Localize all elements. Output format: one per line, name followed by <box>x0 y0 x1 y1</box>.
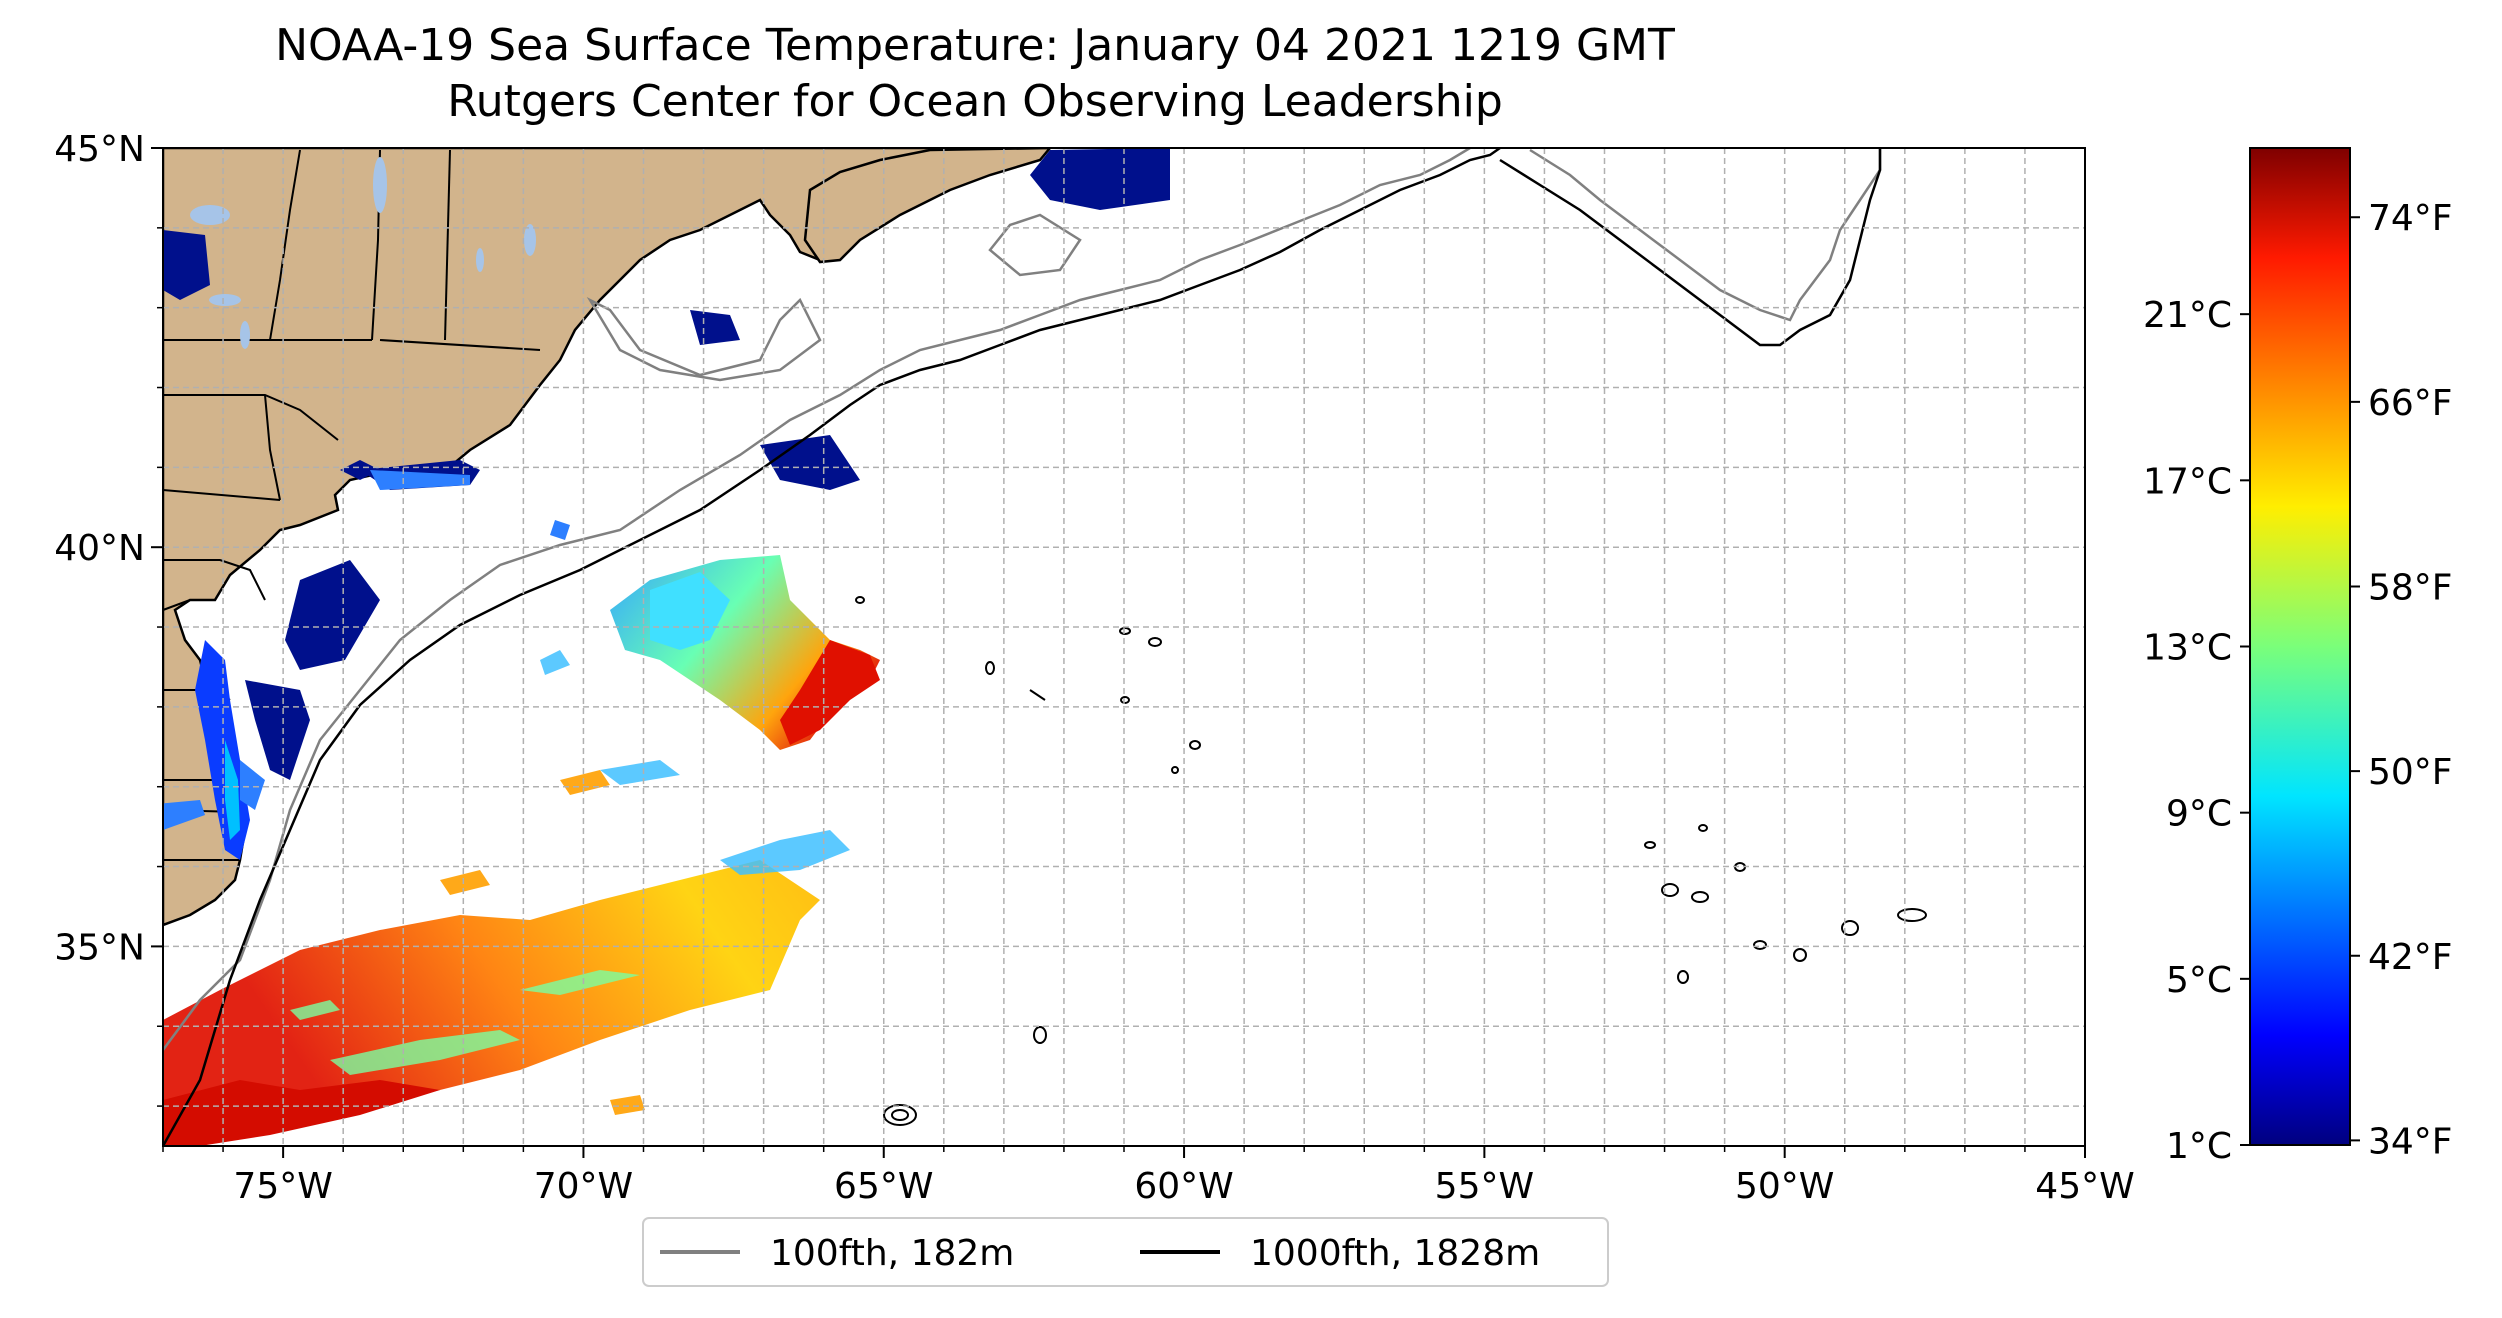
x-tick-label: 55°W <box>1435 1166 1534 1207</box>
colorbar-f-label: 42°F <box>2368 937 2453 978</box>
isobath-100fth <box>163 148 1471 1051</box>
legend: 100fth, 182m 1000fth, 1828m <box>642 1217 1609 1287</box>
x-axis-ticks: 75°W 70°W 65°W 60°W 55°W 50°W 45°W <box>162 1146 2135 1207</box>
legend-label-100fth: 100fth, 182m <box>770 1233 1014 1274</box>
x-tick-label: 50°W <box>1735 1166 1834 1207</box>
colorbar-fahrenheit-ticks: 34°F 42°F 50°F 58°F 66°F 74°F <box>2350 198 2453 1162</box>
colorbar-c-label: 5°C <box>2166 960 2232 1001</box>
southern-warm-band-sst <box>163 860 820 1146</box>
x-tick-label: 60°W <box>1134 1166 1233 1207</box>
colorbar-c-label: 13°C <box>2143 628 2232 669</box>
y-axis-ticks: 35°N 40°N 45°N <box>54 129 163 1107</box>
lakes <box>190 157 536 349</box>
map-title-line1: NOAA-19 Sea Surface Temperature: January… <box>275 20 1675 71</box>
chesapeake-bay-cyan <box>225 740 240 840</box>
x-tick-label: 45°W <box>2035 1166 2134 1207</box>
colorbar-c-label: 9°C <box>2166 794 2232 835</box>
legend-label-1000fth: 1000fth, 1828m <box>1250 1233 1540 1274</box>
y-tick-label: 35°N <box>54 927 145 968</box>
map-gridlines <box>163 148 2085 1146</box>
colorbar-c-label: 1°C <box>2166 1126 2232 1167</box>
colorbar-f-label: 66°F <box>2368 383 2453 424</box>
colorbar-f-label: 58°F <box>2368 567 2453 608</box>
shelf-cyan-patch <box>650 572 730 650</box>
colorbar-f-label: 50°F <box>2368 752 2453 793</box>
isobath-1000fth-east <box>1499 148 1882 347</box>
southern-green-streaks <box>290 970 640 1075</box>
southern-red-strip <box>163 1080 440 1146</box>
isobath-100fth-gulf-maine <box>586 148 1882 382</box>
gulf-stream-core <box>780 640 880 745</box>
isobath-1000fth <box>163 148 1501 1146</box>
colorbar-celsius-ticks: 1°C 5°C 9°C 13°C 17°C 21°C <box>2143 295 2250 1167</box>
colorbar-f-label: 34°F <box>2368 1121 2453 1162</box>
x-tick-label: 70°W <box>534 1166 633 1207</box>
colorbar-c-label: 21°C <box>2143 295 2232 336</box>
y-tick-label: 45°N <box>54 129 145 170</box>
y-tick-label: 40°N <box>54 528 145 569</box>
mid-atlantic-patches <box>540 650 850 875</box>
x-tick-label: 65°W <box>834 1166 933 1207</box>
map-title-line2: Rutgers Center for Ocean Observing Leade… <box>447 76 1503 127</box>
colorbar <box>2249 147 2351 1146</box>
nearshore-cold-sst <box>163 148 1170 780</box>
colorbar-c-label: 17°C <box>2143 461 2232 502</box>
x-tick-label: 75°W <box>233 1166 332 1207</box>
seamount-contours <box>855 596 1927 1126</box>
colorbar-f-label: 74°F <box>2368 198 2453 239</box>
